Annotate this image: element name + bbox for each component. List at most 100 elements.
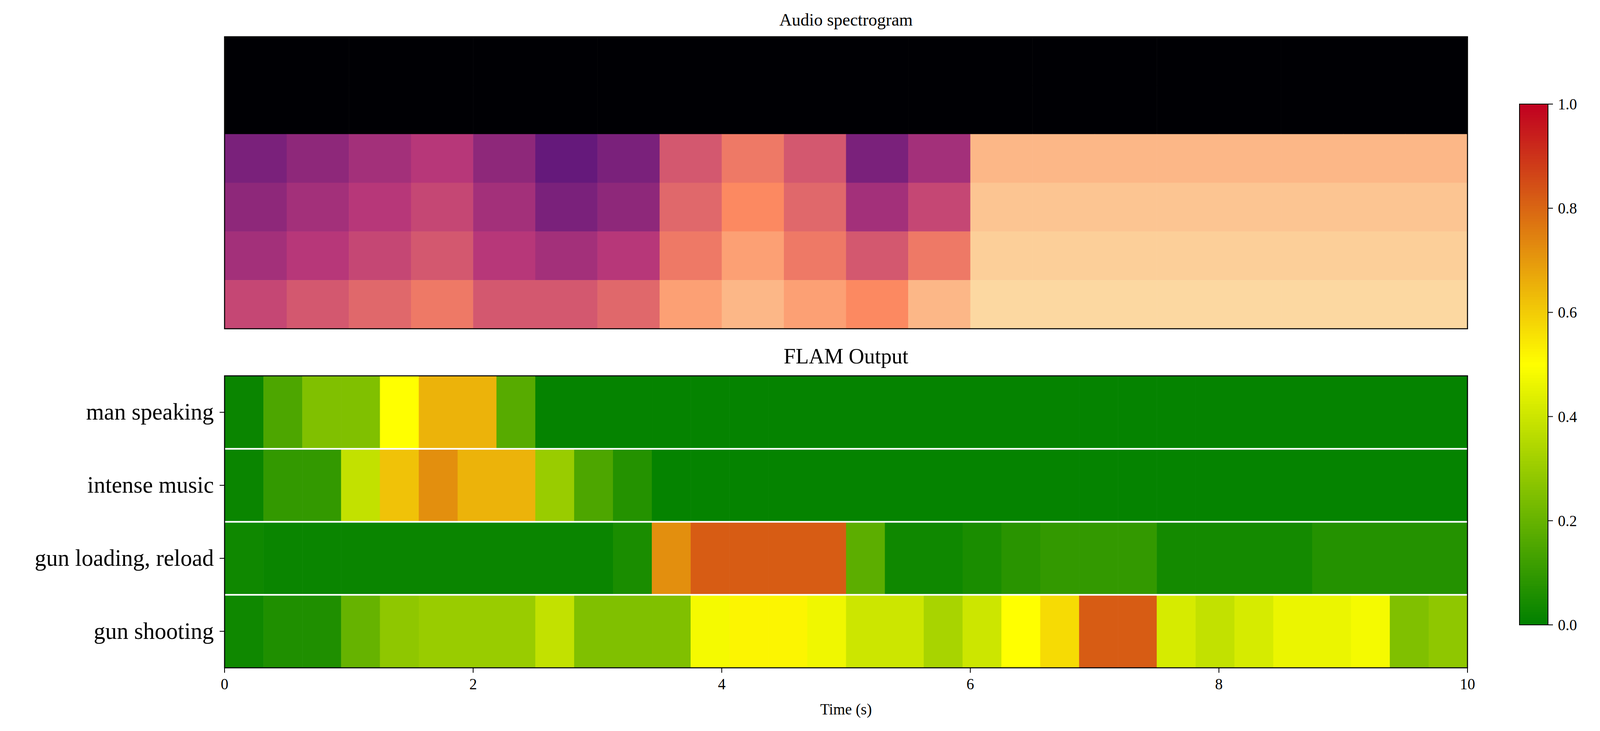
spectrogram-cell	[1218, 134, 1282, 183]
spectrogram-cell	[1032, 182, 1095, 232]
spectrogram-cell	[1218, 279, 1282, 329]
colorbar-segment	[1519, 371, 1548, 375]
heatmap-cell	[1117, 448, 1158, 522]
colorbar-segment	[1519, 143, 1548, 147]
colorbar-segment	[1519, 270, 1548, 274]
spectrogram-cell	[1094, 36, 1158, 86]
heatmap-cell	[340, 448, 381, 522]
spectrogram-cell	[348, 134, 412, 183]
x-tick	[721, 667, 722, 673]
heatmap-cell	[807, 594, 847, 668]
colorbar-segment	[1519, 208, 1548, 211]
colorbar-segment	[1519, 411, 1548, 415]
colorbar-segment	[1519, 528, 1548, 532]
heatmap-cell	[379, 448, 419, 522]
heatmap-cell	[1389, 521, 1430, 595]
colorbar-segment	[1519, 291, 1548, 295]
colorbar-segment	[1519, 499, 1548, 503]
spectrogram-cell	[970, 134, 1033, 183]
colorbar-segment	[1519, 252, 1548, 256]
spectrogram-cell	[970, 85, 1033, 135]
spectrogram-cell	[1343, 279, 1406, 329]
colorbar-tick	[1547, 624, 1553, 625]
colorbar-segment	[1519, 473, 1548, 477]
colorbar-segment	[1519, 135, 1548, 139]
colorbar-segment	[1519, 515, 1548, 519]
spectrogram-cell	[1156, 231, 1219, 280]
colorbar-segment	[1519, 544, 1548, 547]
colorbar-segment	[1519, 257, 1548, 261]
colorbar-segment	[1519, 267, 1548, 271]
row-label: intense music	[87, 471, 214, 498]
colorbar-segment	[1519, 247, 1548, 251]
heatmap-cell	[1351, 375, 1391, 449]
colorbar-segment	[1519, 580, 1548, 584]
heatmap-cell	[1389, 594, 1430, 668]
colorbar-segment	[1519, 533, 1548, 537]
colorbar-segment	[1519, 239, 1548, 243]
heatmap-cell	[457, 448, 498, 522]
heatmap-cell	[613, 448, 653, 522]
colorbar-segment	[1519, 549, 1548, 552]
colorbar-segment	[1519, 148, 1548, 152]
spectrogram-cell	[1094, 85, 1158, 135]
colorbar-segment	[1519, 588, 1548, 592]
spectrogram-cell	[1094, 231, 1158, 280]
heatmap-cell	[457, 594, 498, 668]
colorbar-segment	[1519, 476, 1548, 480]
colorbar-segment	[1519, 182, 1548, 185]
colorbar-segment	[1519, 536, 1548, 540]
colorbar-segment	[1519, 283, 1548, 287]
heatmap-cell	[1428, 594, 1468, 668]
heatmap-cell	[340, 375, 381, 449]
spectrogram-cell	[1032, 231, 1095, 280]
colorbar-segment	[1519, 325, 1548, 329]
colorbar-segment	[1519, 546, 1548, 550]
heatmap-cell	[1156, 448, 1196, 522]
spectrogram-cell	[1280, 279, 1344, 329]
spectrogram-cell	[224, 279, 287, 329]
spectrogram-cell	[1280, 231, 1344, 280]
spectrogram-cell	[597, 36, 660, 86]
spectrogram-cell	[286, 231, 350, 280]
colorbar-segment	[1519, 161, 1548, 165]
colorbar-segment	[1519, 502, 1548, 506]
heatmap-cell	[807, 375, 847, 449]
spectrogram-cell	[224, 36, 287, 86]
colorbar-segment	[1519, 431, 1548, 435]
heatmap-cell	[1389, 375, 1430, 449]
heatmap-cell	[885, 521, 925, 595]
colorbar-segment	[1519, 400, 1548, 404]
heatmap-cell	[1001, 521, 1041, 595]
spectrogram-cell	[783, 134, 847, 183]
spectrogram-cell	[846, 134, 909, 183]
heatmap-cell	[496, 375, 536, 449]
colorbar-segment	[1519, 213, 1548, 217]
colorbar-segment	[1519, 281, 1548, 285]
colorbar-segment	[1519, 390, 1548, 394]
colorbar-segment	[1519, 312, 1548, 315]
spectrogram-cell	[1156, 36, 1219, 86]
heatmap-cell	[729, 375, 769, 449]
colorbar-segment	[1519, 364, 1548, 368]
colorbar-segment	[1519, 153, 1548, 157]
spectrogram-cell	[1218, 85, 1282, 135]
heatmap-cell	[1234, 448, 1274, 522]
colorbar-segment	[1519, 301, 1548, 305]
x-tick	[970, 667, 971, 673]
spectrogram-cell	[411, 134, 474, 183]
spectrogram-cell	[1218, 36, 1282, 86]
colorbar	[1519, 104, 1548, 625]
spectrogram-cell	[846, 279, 909, 329]
colorbar-segment	[1519, 596, 1548, 599]
heatmap-cell	[885, 448, 925, 522]
colorbar-segment	[1519, 221, 1548, 225]
heatmap-cell	[651, 375, 692, 449]
heatmap-cell	[1351, 521, 1391, 595]
colorbar-segment	[1519, 132, 1548, 136]
colorbar-segment	[1519, 319, 1548, 323]
spectrogram-cell	[1405, 279, 1468, 329]
heatmap-cell	[962, 594, 1002, 668]
colorbar-segment	[1519, 418, 1548, 422]
colorbar-segment	[1519, 265, 1548, 269]
